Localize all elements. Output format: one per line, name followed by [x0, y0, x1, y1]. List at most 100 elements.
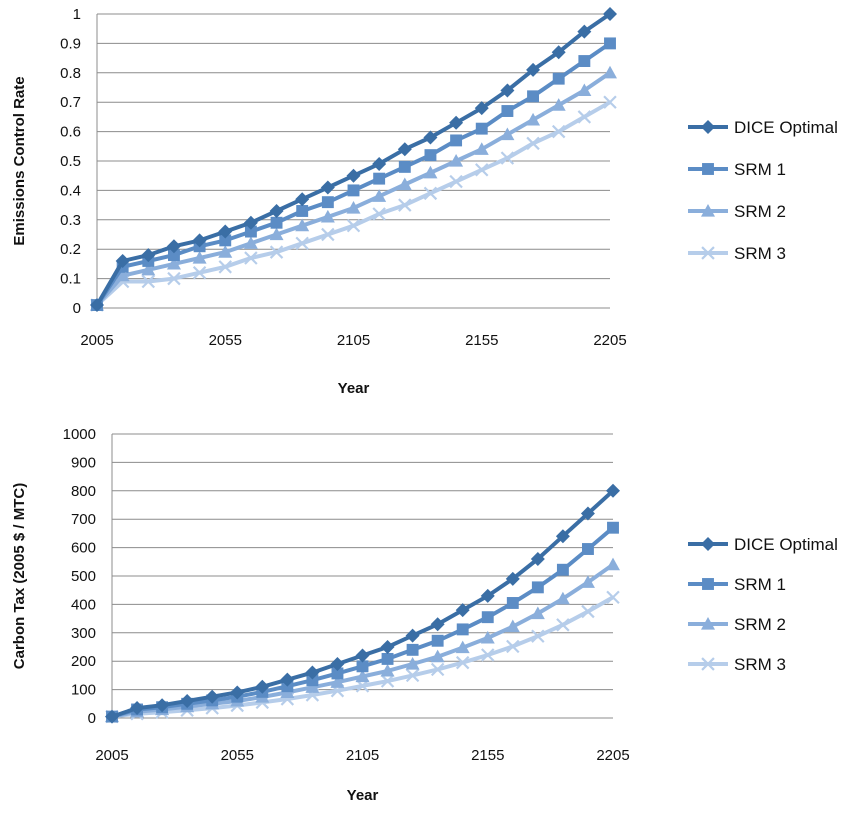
data-point	[115, 268, 130, 282]
data-point	[295, 218, 310, 232]
data-point	[372, 189, 387, 202]
y-tick-label: 700	[71, 511, 96, 528]
y-tick-label: 0.6	[60, 124, 81, 141]
y-tick-label: 900	[71, 454, 96, 471]
data-point	[320, 180, 335, 195]
data-point	[501, 105, 514, 117]
data-point	[167, 271, 181, 286]
data-point	[430, 617, 445, 632]
data-point	[305, 665, 320, 680]
data-point	[606, 590, 620, 605]
data-point	[475, 163, 489, 177]
legend-marker	[701, 537, 715, 551]
data-point	[295, 192, 310, 207]
data-point	[527, 90, 539, 103]
y-tick-label: 0.4	[60, 182, 81, 199]
series-4	[90, 95, 617, 312]
data-point	[552, 72, 565, 85]
data-point	[551, 45, 566, 60]
legend-marker	[701, 657, 715, 671]
data-point	[406, 643, 419, 656]
data-point	[180, 693, 195, 708]
y-axis-title: Emissions Control Rate	[11, 76, 28, 245]
legend-item: SRM 3	[688, 655, 786, 674]
data-point	[431, 634, 444, 647]
data-point	[295, 236, 309, 251]
data-point	[551, 98, 566, 111]
y-tick-label: 1	[73, 6, 81, 23]
data-point	[606, 557, 620, 571]
data-point	[115, 253, 130, 268]
data-point	[500, 83, 515, 98]
legend-item: SRM 3	[688, 244, 786, 263]
y-tick-label: 0	[88, 710, 96, 727]
data-point	[244, 251, 258, 265]
series-1	[90, 7, 617, 313]
data-point	[346, 168, 361, 183]
data-point	[526, 136, 540, 151]
data-point	[606, 483, 620, 498]
legend-marker	[702, 163, 714, 175]
data-point	[405, 668, 420, 683]
data-point	[321, 196, 334, 209]
data-point	[330, 657, 345, 672]
chart-2: 0 100 200 300 400 500 600 700 800 900 1000 2005 2055…	[11, 426, 838, 804]
data-point	[506, 639, 520, 654]
legend-item: SRM 1	[688, 160, 786, 179]
y-axis-title: Carbon Tax (2005 $ / MTC)	[11, 483, 28, 669]
data-point	[105, 709, 119, 724]
legend-marker	[701, 204, 715, 217]
data-point	[90, 298, 104, 313]
data-point	[481, 611, 494, 624]
x-tick-label: 2155	[471, 747, 504, 764]
x-tick-label: 2105	[346, 747, 379, 764]
data-point	[551, 124, 566, 139]
legend-label: DICE Optimal	[734, 535, 838, 554]
data-point	[430, 662, 445, 677]
chart-1: 0 0.1 0.2 0.3 0.4 0.5 0.6 0.7 0.8 0.9 1 2005 2055 210…	[11, 6, 838, 397]
data-point	[607, 521, 619, 534]
data-point	[603, 7, 617, 21]
legend-item: SRM 1	[688, 575, 786, 594]
legend-label: SRM 2	[734, 202, 786, 221]
data-point	[331, 667, 344, 680]
data-point	[166, 239, 181, 254]
data-point	[381, 652, 394, 665]
legend: DICE Optimal SRM 1 SRM 2 SRM 3	[688, 535, 838, 674]
data-point	[500, 151, 515, 165]
x-tick-label: 2055	[221, 747, 254, 764]
y-tick-label: 0.2	[60, 241, 81, 258]
data-point	[480, 630, 495, 644]
data-point	[192, 265, 207, 280]
x-tick-label: 2105	[337, 332, 370, 349]
data-point	[218, 245, 233, 258]
data-point	[141, 248, 156, 263]
data-point	[243, 236, 258, 249]
y-tick-label: 1000	[63, 426, 96, 443]
y-tick-label: 0.5	[60, 153, 81, 170]
x-tick-label: 2055	[209, 332, 242, 349]
data-point	[582, 543, 594, 555]
data-point	[330, 675, 345, 688]
data-point	[500, 127, 515, 141]
legend-marker	[701, 617, 715, 630]
data-point	[397, 177, 412, 191]
data-point	[372, 156, 387, 171]
y-tick-label: 500	[71, 568, 96, 585]
data-point	[356, 660, 369, 673]
legend-label: DICE Optimal	[734, 118, 838, 137]
data-point	[230, 685, 245, 700]
data-point	[580, 506, 595, 521]
data-point	[526, 112, 541, 126]
x-tick-label: 2205	[593, 332, 626, 349]
x-tick-label: 2155	[465, 332, 498, 349]
data-point	[577, 24, 592, 39]
legend-item: SRM 2	[688, 202, 786, 221]
data-point	[604, 37, 616, 50]
data-point	[296, 205, 309, 217]
data-point	[481, 648, 495, 662]
legend-item: DICE Optimal	[688, 535, 838, 554]
data-point	[192, 251, 207, 264]
data-point	[430, 649, 445, 663]
data-point	[530, 551, 545, 566]
